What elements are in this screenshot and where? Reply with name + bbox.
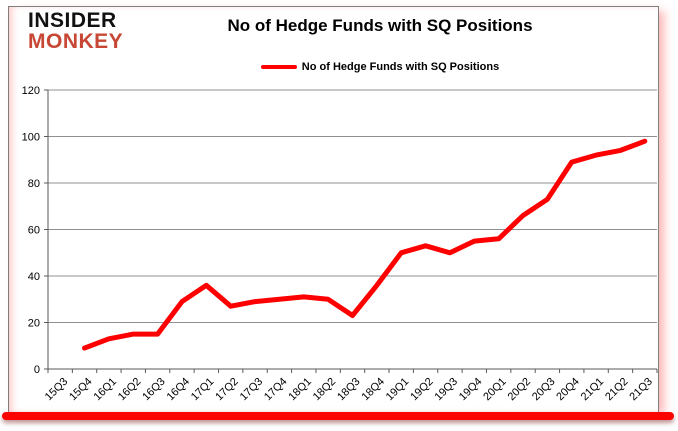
x-tick-label: 19Q2 bbox=[408, 376, 436, 404]
x-tick-label: 15Q3 bbox=[43, 376, 71, 404]
x-tick-label: 15Q4 bbox=[67, 376, 95, 404]
x-tick-label: 16Q2 bbox=[116, 376, 144, 404]
x-tick-label: 20Q2 bbox=[506, 376, 534, 404]
chart-card bbox=[8, 6, 659, 413]
legend-label: No of Hedge Funds with SQ Positions bbox=[301, 61, 500, 73]
x-tick-label: 18Q4 bbox=[359, 376, 387, 404]
x-tick-label: 19Q1 bbox=[384, 376, 412, 404]
x-tick-label: 18Q2 bbox=[311, 376, 339, 404]
logo-word-insider: INSIDER bbox=[28, 9, 117, 32]
x-tick-label: 16Q4 bbox=[165, 376, 193, 404]
y-tick-label: 0 bbox=[34, 364, 40, 376]
x-tick-label: 19Q4 bbox=[457, 376, 485, 404]
legend-line-swatch bbox=[260, 65, 297, 69]
x-tick-label: 16Q3 bbox=[140, 376, 168, 404]
y-tick-label: 60 bbox=[28, 225, 40, 237]
bottom-accent-bar bbox=[2, 412, 674, 420]
y-tick-label: 100 bbox=[22, 132, 40, 144]
x-tick-label: 21Q1 bbox=[579, 376, 607, 404]
insider-monkey-logo: INSIDER MONKEY bbox=[28, 10, 123, 52]
x-tick-label: 21Q3 bbox=[627, 376, 655, 404]
y-tick-label: 20 bbox=[28, 318, 40, 330]
x-tick-label: 17Q1 bbox=[189, 376, 217, 404]
y-tick-label: 120 bbox=[22, 85, 40, 97]
y-tick-label: 40 bbox=[28, 271, 40, 283]
logo-word-monkey: MONKEY bbox=[28, 30, 124, 53]
x-tick-label: 19Q3 bbox=[432, 376, 460, 404]
x-tick-label: 20Q1 bbox=[481, 376, 509, 404]
legend: No of Hedge Funds with SQ Positions bbox=[130, 56, 630, 74]
x-tick-label: 17Q2 bbox=[213, 376, 241, 404]
x-tick-label: 17Q3 bbox=[238, 376, 266, 404]
x-tick-label: 18Q1 bbox=[286, 376, 314, 404]
y-tick-label: 80 bbox=[28, 178, 40, 190]
data-line bbox=[82, 138, 648, 351]
x-tick-label: 16Q1 bbox=[91, 376, 119, 404]
chart-title: No of Hedge Funds with SQ Positions bbox=[227, 16, 533, 35]
x-tick-label: 18Q3 bbox=[335, 376, 363, 404]
x-tick-label: 20Q4 bbox=[554, 376, 582, 404]
x-tick-label: 20Q3 bbox=[530, 376, 558, 404]
x-tick-label: 17Q4 bbox=[262, 376, 290, 404]
x-tick-label: 21Q2 bbox=[603, 376, 631, 404]
